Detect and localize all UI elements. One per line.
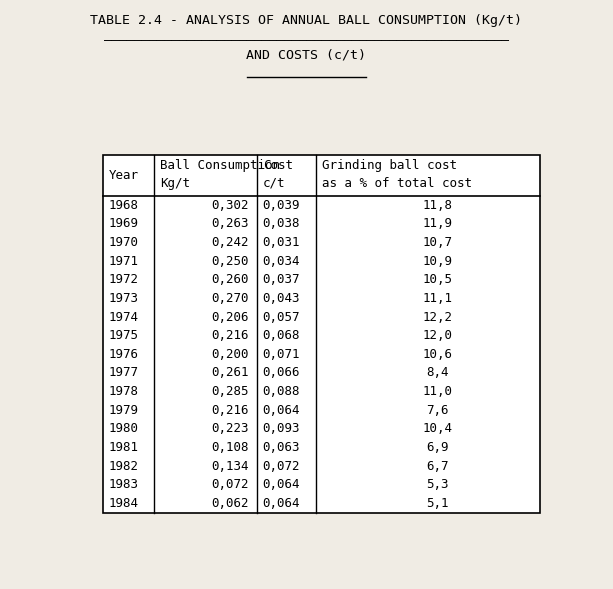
Text: 0,206: 0,206 xyxy=(211,310,248,323)
Text: 11,9: 11,9 xyxy=(422,217,452,230)
Text: 0,068: 0,068 xyxy=(263,329,300,342)
Text: 1970: 1970 xyxy=(109,236,139,249)
Text: 1972: 1972 xyxy=(109,273,139,286)
Text: 12,0: 12,0 xyxy=(422,329,452,342)
Text: 12,2: 12,2 xyxy=(422,310,452,323)
Text: 1977: 1977 xyxy=(109,366,139,379)
Text: 0,063: 0,063 xyxy=(263,441,300,454)
Text: Ball Consumption: Ball Consumption xyxy=(160,158,280,172)
Text: 0,031: 0,031 xyxy=(263,236,300,249)
Text: 0,263: 0,263 xyxy=(211,217,248,230)
Text: 0,064: 0,064 xyxy=(263,404,300,417)
Text: 0,043: 0,043 xyxy=(263,292,300,305)
Text: 10,6: 10,6 xyxy=(422,348,452,361)
Text: 10,9: 10,9 xyxy=(422,254,452,267)
Text: 1980: 1980 xyxy=(109,422,139,435)
Text: 0,216: 0,216 xyxy=(211,404,248,417)
Text: as a % of total cost: as a % of total cost xyxy=(322,177,472,190)
Text: 0,088: 0,088 xyxy=(263,385,300,398)
Text: 0,270: 0,270 xyxy=(211,292,248,305)
Text: 11,1: 11,1 xyxy=(422,292,452,305)
Text: 0,066: 0,066 xyxy=(263,366,300,379)
Text: 0,134: 0,134 xyxy=(211,460,248,473)
Text: Year: Year xyxy=(109,168,139,181)
Text: 0,223: 0,223 xyxy=(211,422,248,435)
Text: 0,216: 0,216 xyxy=(211,329,248,342)
Text: 0,108: 0,108 xyxy=(211,441,248,454)
Text: 1979: 1979 xyxy=(109,404,139,417)
Text: 6,7: 6,7 xyxy=(426,460,449,473)
Text: Grinding ball cost: Grinding ball cost xyxy=(322,158,457,172)
Text: c/t: c/t xyxy=(263,177,285,190)
Text: 0,064: 0,064 xyxy=(263,478,300,491)
Text: 0,261: 0,261 xyxy=(211,366,248,379)
Text: 0,064: 0,064 xyxy=(263,497,300,510)
Text: 1971: 1971 xyxy=(109,254,139,267)
Text: 1974: 1974 xyxy=(109,310,139,323)
Text: 1982: 1982 xyxy=(109,460,139,473)
Text: 5,1: 5,1 xyxy=(426,497,449,510)
Text: 11,8: 11,8 xyxy=(422,198,452,211)
Text: 7,6: 7,6 xyxy=(426,404,449,417)
Text: 0,072: 0,072 xyxy=(211,478,248,491)
Text: 0,285: 0,285 xyxy=(211,385,248,398)
Text: 0,260: 0,260 xyxy=(211,273,248,286)
Text: Kg/t: Kg/t xyxy=(160,177,190,190)
Text: 1969: 1969 xyxy=(109,217,139,230)
Text: 0,072: 0,072 xyxy=(263,460,300,473)
Text: 6,9: 6,9 xyxy=(426,441,449,454)
Text: 0,037: 0,037 xyxy=(263,273,300,286)
Text: 0,062: 0,062 xyxy=(211,497,248,510)
Text: 1976: 1976 xyxy=(109,348,139,361)
Text: AND COSTS (c/t): AND COSTS (c/t) xyxy=(246,49,367,62)
Text: 0,093: 0,093 xyxy=(263,422,300,435)
Text: 1983: 1983 xyxy=(109,478,139,491)
Text: 1981: 1981 xyxy=(109,441,139,454)
Text: 0,039: 0,039 xyxy=(263,198,300,211)
Text: 8,4: 8,4 xyxy=(426,366,449,379)
Text: 0,302: 0,302 xyxy=(211,198,248,211)
Text: 5,3: 5,3 xyxy=(426,478,449,491)
Text: Cost: Cost xyxy=(263,158,293,172)
Text: 10,5: 10,5 xyxy=(422,273,452,286)
Text: 0,038: 0,038 xyxy=(263,217,300,230)
Text: 0,057: 0,057 xyxy=(263,310,300,323)
Text: 10,4: 10,4 xyxy=(422,422,452,435)
Bar xyxy=(103,154,540,513)
Text: TABLE 2.4 - ANALYSIS OF ANNUAL BALL CONSUMPTION (Kg/t): TABLE 2.4 - ANALYSIS OF ANNUAL BALL CONS… xyxy=(91,14,522,27)
Text: 0,250: 0,250 xyxy=(211,254,248,267)
Text: 11,0: 11,0 xyxy=(422,385,452,398)
Text: 0,242: 0,242 xyxy=(211,236,248,249)
Text: ______________________________________________________: ________________________________________… xyxy=(104,28,509,41)
Text: 1968: 1968 xyxy=(109,198,139,211)
Text: 1984: 1984 xyxy=(109,497,139,510)
Text: 0,034: 0,034 xyxy=(263,254,300,267)
Text: 0,071: 0,071 xyxy=(263,348,300,361)
Text: 0,200: 0,200 xyxy=(211,348,248,361)
Text: 1975: 1975 xyxy=(109,329,139,342)
Text: 1978: 1978 xyxy=(109,385,139,398)
Text: 1973: 1973 xyxy=(109,292,139,305)
Text: 10,7: 10,7 xyxy=(422,236,452,249)
